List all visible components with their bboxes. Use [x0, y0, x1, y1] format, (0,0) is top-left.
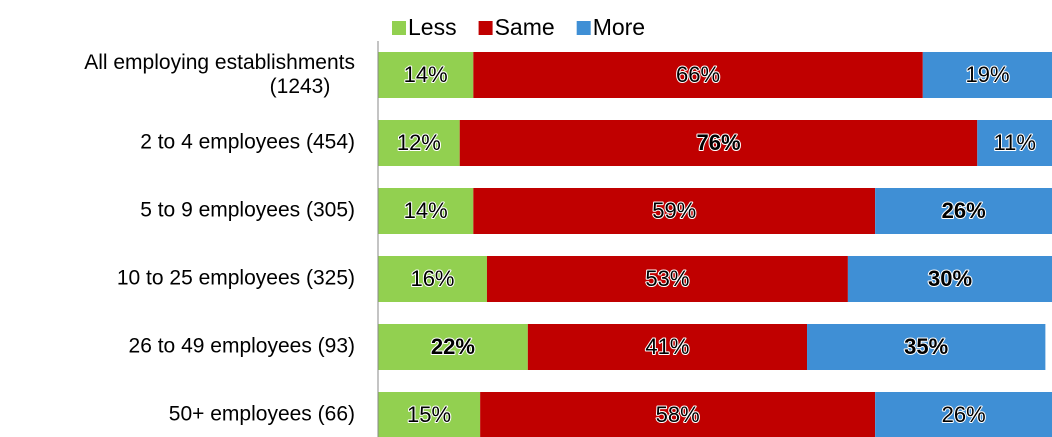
value-label: 59%: [652, 198, 696, 223]
value-label: 26%: [942, 402, 986, 427]
bar-segment: [486, 256, 848, 302]
bar-segment: [378, 392, 481, 437]
legend-label: Less: [408, 14, 457, 40]
bar-segment: [922, 52, 1052, 98]
bar-segment: [977, 120, 1052, 166]
legend-label: Same: [495, 14, 555, 40]
legend-swatch: [392, 21, 406, 35]
value-label: 14%: [404, 62, 448, 87]
value-label: 41%: [645, 334, 689, 359]
category-label: 26 to 49 employees (93): [129, 335, 355, 358]
category-label: 5 to 9 employees (305): [140, 199, 355, 222]
bar-segment: [473, 52, 923, 98]
value-label: 11%: [994, 130, 1036, 155]
bar-segment: [378, 52, 474, 98]
value-label: 30%: [928, 266, 972, 291]
value-label: 58%: [656, 402, 700, 427]
value-label: 35%: [904, 334, 948, 359]
bar-segment: [807, 324, 1046, 370]
bar-segment: [847, 256, 1052, 302]
bar-segment: [378, 120, 460, 166]
bar-segment: [378, 188, 474, 234]
legend-swatch: [576, 21, 591, 35]
category-label: 2 to 4 employees (454): [140, 131, 355, 154]
value-label: 19%: [965, 62, 1009, 87]
value-label: 53%: [645, 266, 689, 291]
value-label: 12%: [397, 130, 441, 155]
value-label: 16%: [410, 266, 454, 291]
bar-segment: [875, 392, 1052, 437]
bar-segment: [875, 188, 1052, 234]
value-label: 15%: [407, 402, 451, 427]
bar-segment: [378, 256, 487, 302]
category-label: 10 to 25 employees (325): [117, 267, 355, 290]
bar-segment: [480, 392, 876, 437]
legend-swatch: [478, 21, 493, 35]
value-label: 26%: [942, 198, 986, 223]
legend-label: More: [593, 14, 645, 40]
bar-segment: [527, 324, 808, 370]
category-label: All employing establishments (1243): [84, 51, 355, 98]
category-label: 50+ employees (66): [169, 403, 355, 426]
bar-segment: [459, 120, 978, 166]
value-label: 66%: [676, 62, 720, 87]
value-label: 76%: [696, 130, 740, 155]
value-label: 14%: [404, 198, 448, 223]
bar-segment: [473, 188, 876, 234]
value-label: 22%: [431, 334, 475, 359]
bar-segment: [378, 324, 528, 370]
